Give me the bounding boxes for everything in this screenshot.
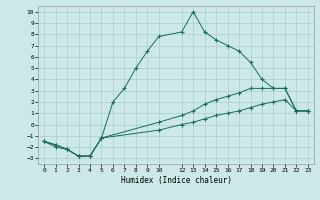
X-axis label: Humidex (Indice chaleur): Humidex (Indice chaleur) [121, 176, 231, 185]
